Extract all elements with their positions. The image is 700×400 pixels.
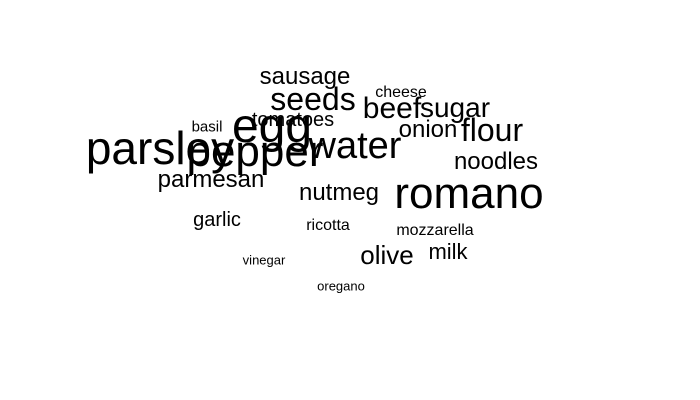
word-ricotta: ricotta [306, 217, 350, 234]
word-parmesan: parmesan [157, 166, 265, 193]
word-vinegar: vinegar [242, 252, 286, 268]
word-noodles: noodles [453, 148, 539, 175]
word-tomatoes: tomatoes [251, 109, 335, 131]
word-romano: romano [394, 169, 544, 218]
word-seeds: seeds [270, 81, 356, 117]
word-basil: basil [191, 118, 223, 136]
word-pepper: pepper [186, 127, 324, 176]
word-sausage: sausage [259, 63, 351, 90]
word-mozzarella: mozzarella [396, 222, 474, 239]
word-sugar: sugar [419, 92, 491, 123]
word-parsley: parsley [85, 122, 235, 174]
word-water: water [308, 125, 402, 167]
word-flour: flour [460, 112, 524, 148]
word-egg: egg [231, 100, 313, 153]
word-onion: onion [398, 116, 458, 143]
word-nutmeg: nutmeg [298, 179, 380, 206]
word-cheese: cheese [375, 84, 427, 101]
word-beef: beef [362, 92, 422, 125]
word-oregano: oregano [317, 278, 365, 294]
word-milk: milk [428, 239, 468, 264]
word-garlic: garlic [193, 209, 241, 231]
word-olive: olive [360, 240, 414, 270]
